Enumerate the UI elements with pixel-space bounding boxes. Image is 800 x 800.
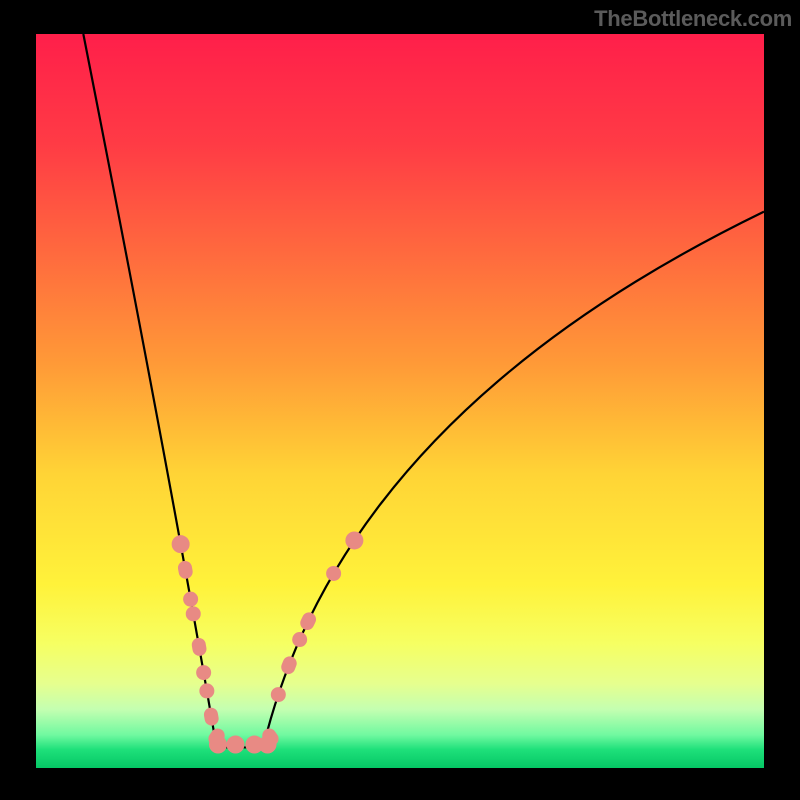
watermark-text: TheBottleneck.com [594,6,792,32]
chart-container: TheBottleneck.com [0,0,800,800]
marker-dot-right [326,566,341,581]
marker-dot-left [196,665,211,680]
valley-dot [226,736,244,754]
marker-dot-left [199,683,214,698]
bottleneck-chart [0,0,800,800]
marker-dot-left [186,606,201,621]
valley-dot [259,736,277,754]
plot-background [36,34,764,768]
marker-dot-right [292,632,307,647]
marker-dot-left [183,592,198,607]
marker-dot-right [345,531,363,549]
marker-dot-right [271,687,286,702]
valley-dot [209,736,227,754]
marker-dot-left [172,535,190,553]
